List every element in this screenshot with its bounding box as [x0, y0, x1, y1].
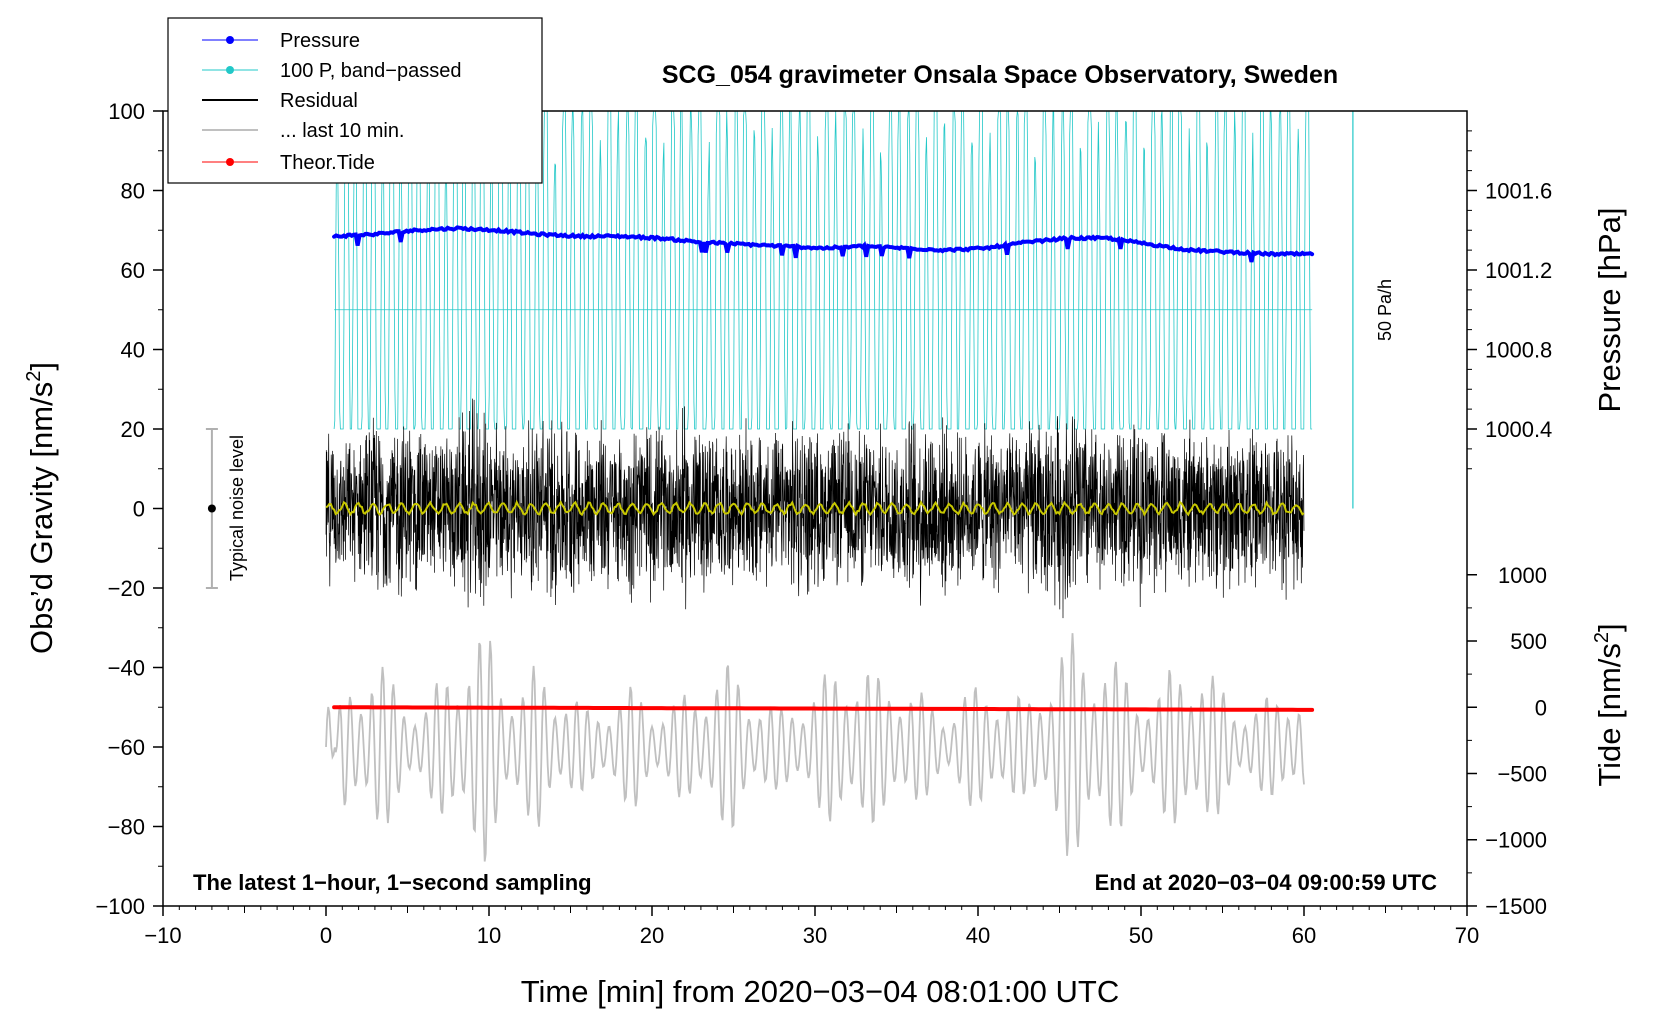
- annotation-sampling: The latest 1−hour, 1−second sampling: [193, 870, 592, 895]
- pressure-tick-label: 1000.4: [1485, 417, 1552, 442]
- chart-title: SCG_054 gravimeter Onsala Space Observat…: [662, 61, 1338, 89]
- legend: Pressure 100 P, band−passed Residual ...…: [167, 17, 543, 184]
- axis-ticks: −10 0 10 20 30 40 50 60 70−100−80−60−40−20020406…: [95, 99, 1552, 948]
- legend-label-residual: Residual: [280, 90, 358, 112]
- y-tick-label: 100: [108, 99, 145, 124]
- x-tick-label: −10: [144, 923, 181, 948]
- x-tick-label: 20: [640, 923, 664, 948]
- x-tick-label: 30: [803, 923, 827, 948]
- legend-label-bandpassed: 100 P, band−passed: [280, 60, 461, 82]
- series-last10-line: [325, 633, 1305, 862]
- series-pressure-line: [332, 225, 1315, 263]
- tide-tick-label: 500: [1510, 629, 1547, 654]
- y-tick-label: −100: [95, 894, 145, 919]
- x-tick-label: 40: [966, 923, 990, 948]
- legend-marker-bandpassed: [226, 66, 234, 74]
- y-axis-title-left-main: Obs’d Gravity [nm/s: [24, 382, 59, 654]
- rate-label: 50 Pa/h: [1375, 279, 1395, 341]
- x-tick-label: 50: [1129, 923, 1153, 948]
- tide-tick-label: −500: [1497, 761, 1547, 786]
- y-axis-title-tide-main: Tide [nm/s: [1592, 643, 1627, 787]
- legend-marker-pressure: [226, 36, 234, 44]
- y-tick-label: 60: [121, 258, 145, 283]
- series-tide-line: [332, 705, 1315, 712]
- y-tick-label: −60: [108, 735, 145, 760]
- y-axis-title-pressure: Pressure [hPa]: [1592, 207, 1627, 412]
- tide-tick-label: 0: [1535, 695, 1547, 720]
- y-axis-title-tide-sup: 2: [1591, 632, 1613, 643]
- y-axis-title-left-tail: ]: [24, 362, 59, 371]
- annotation-end-time: End at 2020−03−04 09:00:59 UTC: [1095, 870, 1438, 895]
- y-axis-title-tide: Tide [nm/s2]: [1591, 623, 1627, 786]
- x-tick-label: 60: [1292, 923, 1316, 948]
- y-axis-title-left-sup: 2: [23, 371, 45, 382]
- y-axis-title-tide-tail: ]: [1592, 623, 1627, 632]
- pressure-tick-label: 1001.2: [1485, 258, 1552, 283]
- x-tick-label: 0: [320, 923, 332, 948]
- y-tick-label: 0: [133, 497, 145, 522]
- legend-label-pressure: Pressure: [280, 30, 360, 52]
- y-tick-label: −20: [108, 576, 145, 601]
- tide-tick-label: −1000: [1485, 828, 1547, 853]
- series-bandpassed-line: [333, 110, 1313, 430]
- y-tick-label: 80: [121, 179, 145, 204]
- y-tick-label: −40: [108, 656, 145, 681]
- tide-tick-label: −1500: [1485, 894, 1547, 919]
- pressure-tick-label: 1001.6: [1485, 179, 1552, 204]
- noise-label: Typical noise level: [227, 435, 247, 581]
- noise-bar-center: [207, 504, 216, 513]
- y-tick-label: −80: [108, 815, 145, 840]
- x-tick-label: 70: [1455, 923, 1479, 948]
- series-residual-line: [325, 398, 1305, 619]
- plot-data-layer: [205, 110, 1354, 862]
- y-tick-label: 20: [121, 417, 145, 442]
- x-tick-label: 10: [477, 923, 501, 948]
- y-axis-title-left: Obs’d Gravity [nm/s2]: [23, 362, 59, 654]
- x-axis-title: Time [min] from 2020−03−04 08:01:00 UTC: [521, 974, 1120, 1009]
- legend-label-last10: ... last 10 min.: [280, 120, 405, 142]
- pressure-tick-label: 1000.8: [1485, 338, 1552, 363]
- series-smoothed-residual-line: [325, 499, 1305, 517]
- legend-marker-tide: [226, 158, 234, 166]
- legend-label-tide: Theor.Tide: [280, 152, 375, 174]
- tide-tick-label: 1000: [1498, 563, 1547, 588]
- y-tick-label: 40: [121, 338, 145, 363]
